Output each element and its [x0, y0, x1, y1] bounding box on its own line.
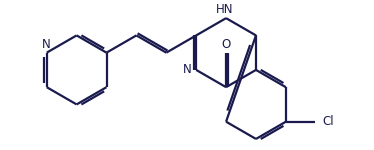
Text: O: O [221, 38, 231, 51]
Text: N: N [42, 38, 51, 51]
Text: HN: HN [215, 3, 233, 16]
Text: N: N [183, 63, 192, 76]
Text: Cl: Cl [322, 115, 334, 128]
